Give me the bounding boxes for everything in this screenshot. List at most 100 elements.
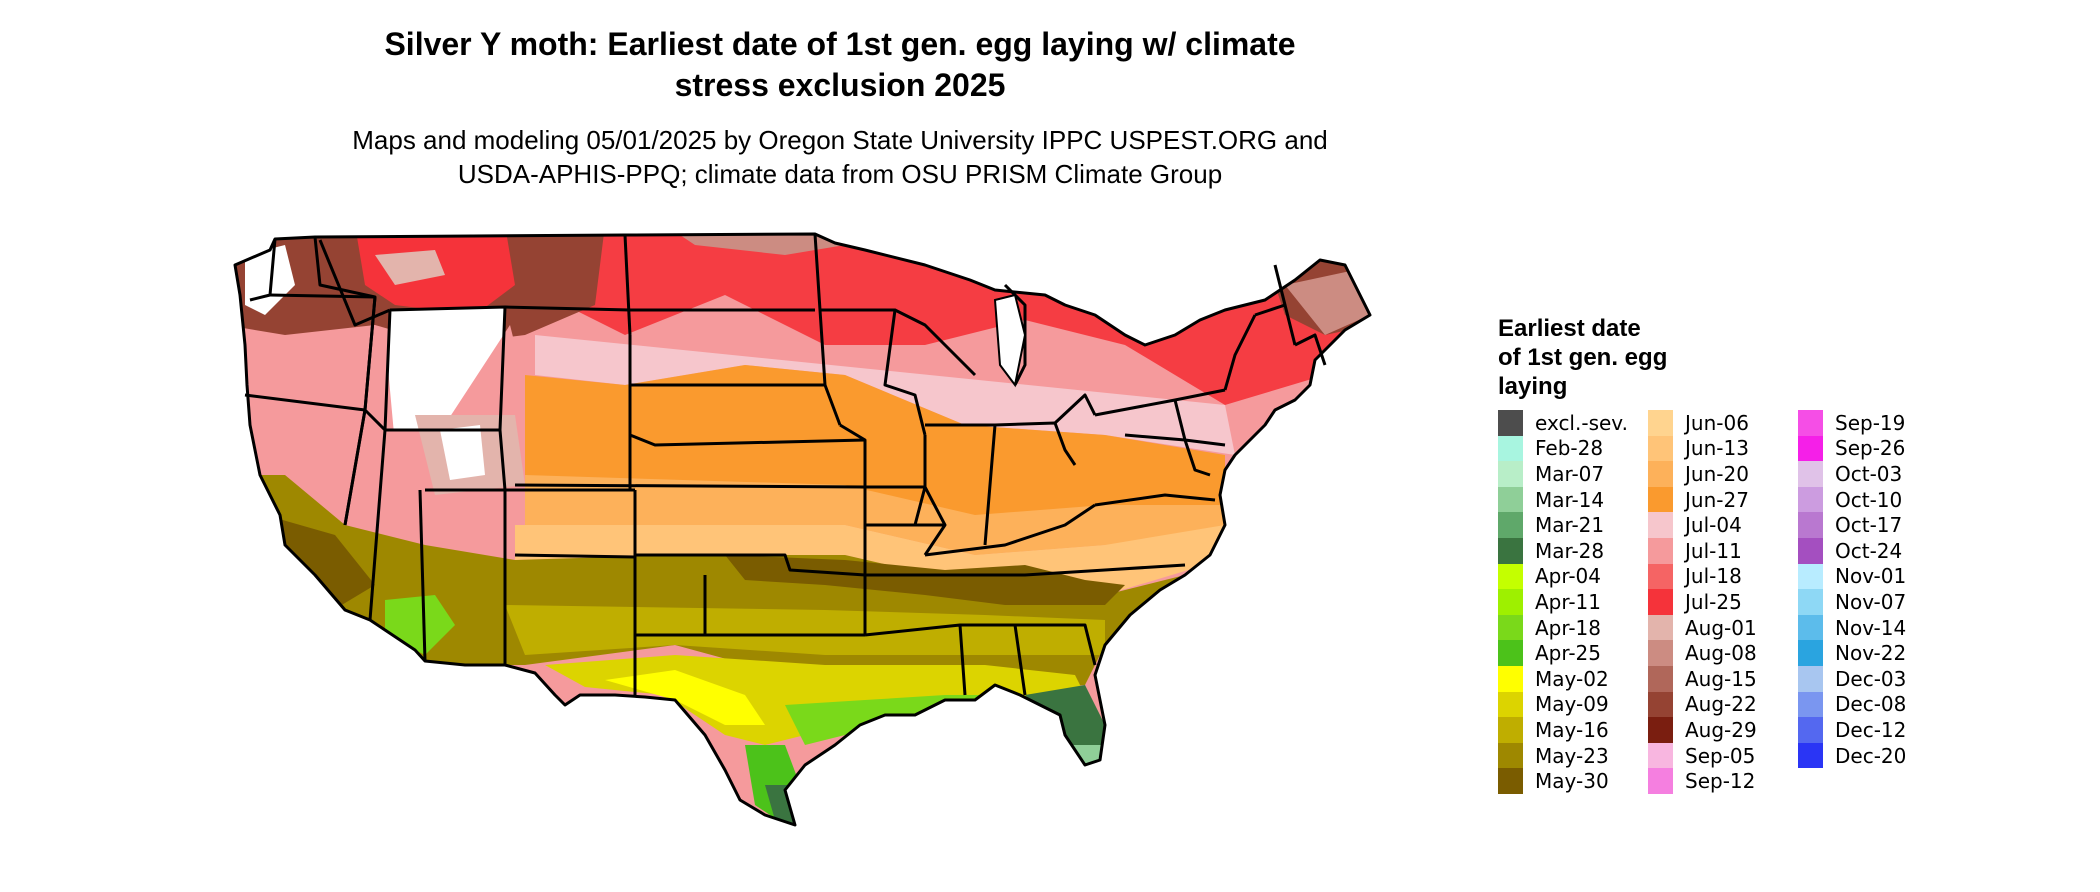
- legend-label: Aug-22: [1685, 692, 1757, 717]
- legend-swatch: [1798, 742, 1823, 769]
- legend-swatch: [1798, 461, 1823, 487]
- legend-item: Nov-22: [1798, 640, 1948, 666]
- legend-title-line-1: Earliest date: [1498, 315, 1641, 342]
- legend-column: Sep-19 Sep-26 Oct-03 Oct-10 Oct-17 Oct-24 Nov-…: [1798, 410, 1948, 794]
- legend-item: Aug-29: [1648, 717, 1798, 743]
- legend-item: Jul-18: [1648, 563, 1798, 590]
- legend-item: Sep-26: [1798, 435, 1948, 462]
- legend-title: Earliest date of 1st gen. egg laying: [1498, 314, 1667, 401]
- legend-swatch: [1498, 435, 1523, 462]
- legend-item: Aug-08: [1648, 640, 1798, 666]
- map-fill: [235, 234, 1370, 825]
- legend-label: Nov-07: [1835, 589, 1907, 614]
- legend-title-line-2: of 1st gen. egg: [1498, 344, 1668, 371]
- legend-item: Jun-20: [1648, 461, 1798, 487]
- legend-item: May-23: [1498, 742, 1648, 769]
- legend-swatch: [1498, 589, 1523, 615]
- legend-label: Mar-21: [1535, 513, 1605, 538]
- map-subtitle: Maps and modeling 05/01/2025 by Oregon S…: [310, 123, 1370, 191]
- legend-item: Mar-14: [1498, 486, 1648, 513]
- legend-column: Jun-06 Jun-13 Jun-20 Jun-27 Jul-04 Jul-11 Jul-…: [1648, 410, 1798, 794]
- legend-swatch: [1648, 563, 1673, 590]
- legend-swatch: [1648, 410, 1673, 436]
- legend-swatch: [1498, 691, 1523, 718]
- map-title-line-2: stress exclusion 2025: [674, 67, 1006, 103]
- legend-label: Aug-01: [1685, 615, 1757, 640]
- legend-swatch: [1498, 665, 1523, 692]
- legend-label: Feb-28: [1535, 436, 1604, 461]
- legend-swatch: [1798, 486, 1823, 513]
- legend-label: Sep-26: [1835, 436, 1906, 461]
- legend-item: Apr-25: [1498, 640, 1648, 666]
- legend-swatch: [1648, 742, 1673, 769]
- legend-label: Jul-18: [1685, 564, 1742, 589]
- us-heatmap: [233, 232, 1372, 827]
- legend-label: Oct-10: [1835, 487, 1903, 512]
- legend-item: Aug-15: [1648, 665, 1798, 692]
- legend-label: Jun-06: [1685, 410, 1749, 435]
- legend-item: Oct-17: [1798, 512, 1948, 538]
- legend-swatch: [1648, 768, 1673, 794]
- legend-swatch: [1798, 640, 1823, 666]
- legend-swatch: [1648, 589, 1673, 615]
- legend-label: Aug-08: [1685, 641, 1757, 666]
- legend-swatch: [1498, 717, 1523, 743]
- legend-label: May-30: [1535, 769, 1609, 794]
- legend-label: Dec-08: [1835, 692, 1907, 717]
- legend-swatch: [1798, 410, 1823, 436]
- legend-label: Dec-20: [1835, 743, 1907, 768]
- legend-label: Aug-29: [1685, 717, 1757, 742]
- legend-swatch: [1498, 537, 1523, 564]
- legend-swatch: [1648, 435, 1673, 462]
- legend-swatch: [1498, 563, 1523, 590]
- legend-label: Nov-01: [1835, 564, 1907, 589]
- legend-label: Jun-20: [1685, 461, 1749, 486]
- legend-item: May-16: [1498, 717, 1648, 743]
- legend-item: Jun-13: [1648, 435, 1798, 462]
- legend-swatch: [1498, 410, 1523, 436]
- legend-item: May-30: [1498, 768, 1648, 794]
- state-boundaries: [233, 232, 1372, 827]
- legend-swatch: [1798, 537, 1823, 564]
- legend-swatch: [1798, 717, 1823, 743]
- legend-item: Dec-12: [1798, 717, 1948, 743]
- legend-swatch: [1798, 614, 1823, 641]
- legend: excl.-sev. Feb-28 Mar-07 Mar-14 Mar-21 Mar-28…: [1498, 410, 1948, 794]
- legend-label: Apr-25: [1535, 641, 1601, 666]
- legend-item: Dec-20: [1798, 742, 1948, 769]
- legend-label: Mar-07: [1535, 461, 1605, 486]
- legend-swatch: [1798, 435, 1823, 462]
- legend-label: Jul-04: [1685, 513, 1742, 538]
- legend-swatch: [1798, 691, 1823, 718]
- legend-item: Dec-08: [1798, 691, 1948, 718]
- legend-item: Nov-01: [1798, 563, 1948, 590]
- legend-label: Sep-12: [1685, 769, 1756, 794]
- legend-item: Apr-04: [1498, 563, 1648, 590]
- legend-item: Jul-25: [1648, 589, 1798, 615]
- legend-label: Apr-04: [1535, 564, 1601, 589]
- legend-item: Aug-22: [1648, 691, 1798, 718]
- legend-label: Mar-14: [1535, 487, 1605, 512]
- legend-item: Nov-14: [1798, 614, 1948, 641]
- legend-swatch: [1648, 614, 1673, 641]
- legend-item: Dec-03: [1798, 665, 1948, 692]
- legend-item: Mar-07: [1498, 461, 1648, 487]
- legend-item: Jun-27: [1648, 486, 1798, 513]
- legend-swatch: [1648, 640, 1673, 666]
- legend-item: Mar-28: [1498, 537, 1648, 564]
- legend-item: excl.-sev.: [1498, 410, 1648, 436]
- legend-swatch: [1498, 512, 1523, 538]
- legend-swatch: [1648, 717, 1673, 743]
- map-title-line-1: Silver Y moth: Earliest date of 1st gen.…: [384, 26, 1296, 62]
- legend-item: Nov-07: [1798, 589, 1948, 615]
- legend-label: May-23: [1535, 743, 1609, 768]
- legend-swatch: [1498, 768, 1523, 794]
- legend-item: Feb-28: [1498, 435, 1648, 462]
- legend-label: Oct-24: [1835, 538, 1903, 563]
- legend-label: Jun-27: [1685, 487, 1749, 512]
- legend-item: Apr-18: [1498, 614, 1648, 641]
- legend-label: Oct-03: [1835, 461, 1903, 486]
- legend-item: May-02: [1498, 665, 1648, 692]
- legend-swatch: [1648, 512, 1673, 538]
- legend-swatch: [1798, 563, 1823, 590]
